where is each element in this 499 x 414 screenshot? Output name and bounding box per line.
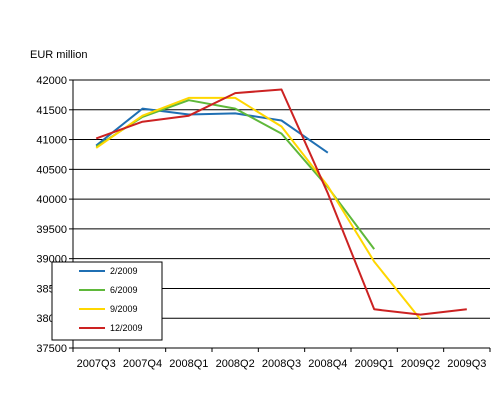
x-tick-label: 2008Q3	[262, 358, 301, 370]
legend-label: 6/2009	[110, 285, 138, 295]
legend-label: 9/2009	[110, 304, 138, 314]
y-tick-label: 39500	[36, 224, 67, 236]
legend-label: 2/2009	[110, 266, 138, 276]
x-axis-ticks: 2007Q3 2007Q4 2008Q1 2008Q2 2008Q3 2008Q4 2009…	[72, 348, 491, 370]
y-axis-label: EUR million	[30, 49, 87, 61]
x-tick-label: 2009Q3	[447, 358, 486, 370]
y-tick-label: 37500	[36, 343, 67, 355]
x-tick-label: 2009Q1	[355, 358, 394, 370]
y-tick-label: 42000	[36, 75, 67, 87]
series-lines	[95, 88, 467, 321]
x-tick-label: 2007Q3	[77, 358, 116, 370]
x-tick-label: 2008Q4	[308, 358, 347, 370]
legend-box	[51, 261, 163, 341]
x-tick-label: 2009Q2	[401, 358, 440, 370]
y-tick-label: 40500	[36, 164, 67, 176]
series-line	[95, 88, 467, 316]
series-line	[95, 107, 329, 154]
y-tick-label: 40000	[36, 194, 67, 206]
legend-label: 12/2009	[110, 323, 143, 333]
x-tick-label: 2007Q4	[123, 358, 162, 370]
legend: 2/2009 6/2009 9/2009 12/2009	[51, 261, 163, 341]
x-tick-label: 2008Q2	[216, 358, 255, 370]
y-tick-label: 41500	[36, 105, 67, 117]
x-tick-label: 2008Q1	[169, 358, 208, 370]
y-tick-label: 41000	[36, 135, 67, 147]
series-line	[95, 96, 422, 321]
